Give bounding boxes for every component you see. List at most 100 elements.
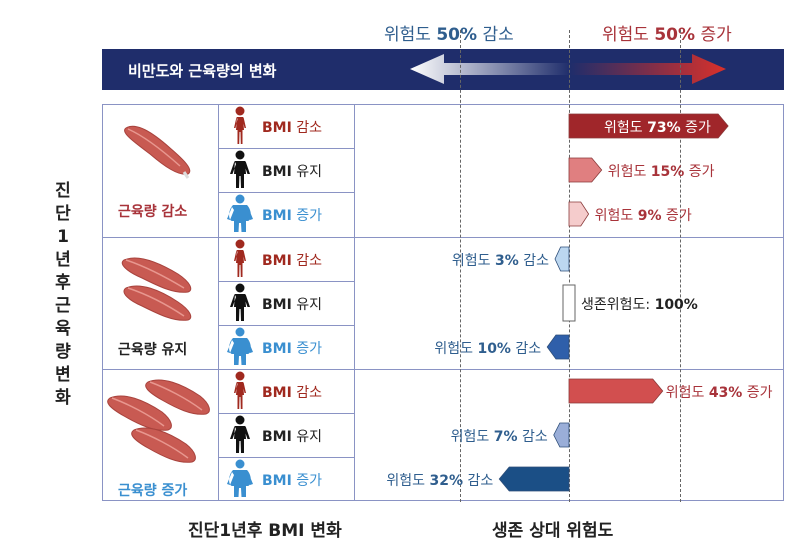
- person-icon-wrap: [225, 150, 255, 194]
- group-label-muscle-decrease: 근육량 감소: [118, 204, 188, 220]
- risk-label-value: 100%: [654, 297, 698, 313]
- person-lose-icon: [234, 371, 246, 409]
- reference-line-minus50: [460, 30, 461, 502]
- risk-label-prefix: 위험도: [386, 473, 430, 489]
- bmi-text: BMI: [262, 341, 292, 357]
- bmi-change-text: 감소: [291, 120, 323, 136]
- risk-label-prefix: 위험도: [594, 208, 638, 224]
- row-separator: [218, 413, 354, 414]
- header-decrease-value: 50%: [436, 25, 478, 45]
- bottom-left-title: 진단1년후 BMI 변화: [188, 521, 342, 541]
- risk-label-value: 32%: [429, 473, 464, 489]
- risk-bar: [568, 201, 590, 227]
- header-increase-value: 50%: [654, 25, 696, 45]
- risk-label-suffix: 증가: [661, 208, 692, 224]
- column-separator: [218, 104, 219, 501]
- reference-line-baseline: [569, 30, 570, 502]
- risk-bar: [562, 284, 576, 322]
- person-keep-icon: [230, 283, 250, 321]
- bmi-change-text: 유지: [291, 429, 323, 445]
- reference-line-plus50: [680, 30, 681, 502]
- group-separator: [102, 237, 784, 238]
- risk-label-value: 3%: [495, 253, 519, 269]
- risk-bar: [553, 422, 570, 448]
- person-gain-icon: [227, 459, 253, 497]
- bmi-change-text: 유지: [291, 297, 323, 313]
- bmi-text: BMI: [262, 164, 292, 180]
- bottom-right-title: 생존 상대 위험도: [492, 521, 614, 541]
- banner-title: 비만도와 근육량의 변화: [128, 62, 277, 80]
- risk-label-suffix: 감소: [518, 253, 549, 269]
- risk-label-prefix: 위험도: [665, 385, 709, 401]
- risk-label-suffix: 감소: [517, 429, 548, 445]
- risk-label: 위험도 9% 증가: [595, 205, 692, 225]
- risk-label-suffix: 증가: [684, 164, 715, 180]
- bmi-row-label: BMI 유지: [262, 294, 322, 314]
- person-icon-wrap: [225, 283, 255, 327]
- risk-label-value: 10%: [477, 341, 511, 357]
- bmi-row-label: BMI 감소: [262, 250, 322, 270]
- risk-label: 위험도 32% 감소: [386, 470, 493, 490]
- risk-label-suffix: 감소: [463, 473, 494, 489]
- row-separator: [218, 192, 354, 193]
- risk-bar: [554, 246, 570, 272]
- bmi-row-label: BMI 증가: [262, 205, 322, 225]
- header-increase-label: 위험도 50% 증가: [602, 20, 732, 45]
- risk-label: 위험도 10% 감소: [434, 338, 541, 358]
- row-separator: [218, 457, 354, 458]
- group-label-muscle-increase: 근육량 증가: [118, 483, 188, 499]
- risk-bar: [568, 157, 603, 183]
- bmi-row-label: BMI 감소: [262, 382, 322, 402]
- muscle-icon: [124, 125, 191, 179]
- bmi-text: BMI: [262, 208, 292, 224]
- risk-label-value: 7%: [493, 429, 518, 445]
- bmi-text: BMI: [262, 297, 292, 313]
- bmi-change-text: 감소: [291, 253, 323, 269]
- side-title-char: 후: [55, 273, 71, 293]
- bmi-change-text: 유지: [291, 164, 323, 180]
- side-title-char: 근: [55, 296, 71, 316]
- bmi-row-label: BMI 유지: [262, 426, 322, 446]
- risk-label-prefix: 위험도: [450, 429, 494, 445]
- column-separator: [354, 104, 355, 501]
- risk-label: 위험도 15% 증가: [608, 161, 715, 181]
- person-icon-wrap: [225, 239, 255, 283]
- bmi-change-text: 증가: [291, 208, 323, 224]
- bmi-text: BMI: [262, 253, 292, 269]
- person-icon-wrap: [225, 459, 255, 503]
- row-separator: [218, 148, 354, 149]
- bmi-row-label: BMI 증가: [262, 470, 322, 490]
- bmi-text: BMI: [262, 473, 292, 489]
- person-icon-wrap: [225, 194, 255, 238]
- side-title-char: 진: [55, 181, 71, 201]
- person-gain-icon: [227, 327, 253, 365]
- bmi-row-label: BMI 감소: [262, 117, 322, 137]
- side-title-char: 육: [55, 319, 71, 339]
- risk-label-prefix: 위험도: [607, 164, 651, 180]
- risk-label-value: 73%: [647, 120, 681, 136]
- person-lose-icon: [234, 239, 246, 277]
- muscle-icon: [121, 257, 192, 321]
- muscle-icon: [107, 379, 210, 463]
- bmi-row-label: BMI 유지: [262, 161, 322, 181]
- left-arrow-icon: [410, 54, 570, 84]
- bmi-text: BMI: [262, 385, 292, 401]
- side-title-char: 변: [55, 365, 71, 385]
- risk-label: 위험도 43% 증가: [666, 382, 773, 402]
- group-separator: [102, 369, 784, 370]
- risk-label-value: 15%: [650, 164, 685, 180]
- person-icon-wrap: [225, 415, 255, 459]
- risk-bar: [546, 334, 570, 360]
- header-increase-prefix: 위험도: [602, 25, 649, 45]
- risk-label: 위험도 73% 증가: [604, 117, 711, 137]
- risk-label: 생존위험도: 100%: [581, 294, 698, 314]
- bmi-change-text: 증가: [291, 473, 323, 489]
- person-icon-wrap: [225, 106, 255, 150]
- person-keep-icon: [230, 415, 250, 453]
- bmi-text: BMI: [262, 120, 292, 136]
- side-title-char: 년: [55, 250, 71, 270]
- risk-label-prefix: 위험도: [451, 253, 495, 269]
- risk-label-prefix: 위험도: [434, 341, 478, 357]
- risk-bar: [498, 466, 570, 492]
